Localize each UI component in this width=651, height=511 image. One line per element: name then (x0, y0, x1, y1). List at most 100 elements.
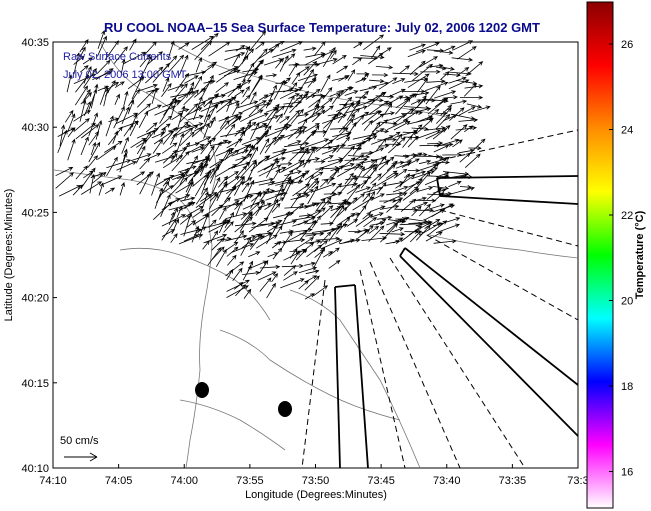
current-vector-arrow (287, 125, 303, 140)
current-vector-arrow (113, 106, 125, 129)
current-vector-arrow (292, 183, 311, 197)
scale-arrow (64, 452, 98, 462)
current-vector-arrow (67, 138, 76, 161)
current-vector-arrow (392, 71, 419, 76)
current-vector-arrow (271, 272, 279, 283)
current-vector-arrow (201, 74, 214, 98)
current-vector-arrow (409, 196, 427, 203)
current-vector-arrow (376, 172, 399, 187)
current-vector-arrow (264, 151, 286, 162)
current-vector-arrow (388, 136, 406, 154)
current-vector-arrow (386, 198, 402, 213)
current-vector-arrow (299, 219, 317, 240)
current-vector-arrow (242, 85, 250, 98)
current-vector-arrow (299, 129, 317, 148)
current-vector-arrow (336, 212, 356, 227)
current-vector-arrow (130, 153, 152, 162)
current-vector-arrow (234, 216, 254, 233)
current-vector-arrow (259, 137, 270, 155)
current-vector-arrow (179, 131, 195, 147)
current-vector-arrow (82, 57, 94, 65)
current-vector-arrow (338, 201, 352, 206)
current-vector-arrow (320, 205, 334, 218)
current-vector-arrow (216, 180, 228, 202)
current-vector-arrow (139, 55, 152, 80)
current-vector-arrow (178, 234, 204, 245)
current-vector-arrow (281, 175, 292, 195)
current-vector-arrow (159, 102, 173, 124)
current-vector-arrow (183, 205, 204, 218)
current-vector-arrow (284, 170, 302, 177)
current-vector-arrow (172, 207, 178, 220)
y-tick-label: 40:30 (21, 122, 49, 134)
current-vector-arrow (207, 145, 215, 156)
current-vector-arrow (114, 81, 125, 88)
current-vector-arrow (209, 162, 220, 184)
current-vector-arrow (280, 278, 305, 289)
current-vector-arrow (328, 222, 343, 242)
current-vector-arrow (241, 45, 251, 65)
current-vector-arrow (183, 181, 194, 201)
current-vector-arrow (226, 268, 234, 281)
current-vector-arrow (147, 51, 163, 65)
current-vector-arrow (259, 259, 269, 274)
current-vector-arrow (298, 68, 314, 92)
current-vector-arrow (435, 223, 460, 234)
current-vector-arrow (307, 185, 319, 205)
current-vector-arrow (303, 177, 319, 194)
current-vector-arrow (379, 204, 400, 210)
current-vector-arrow (217, 139, 228, 146)
current-vector-arrow (432, 192, 445, 203)
current-vector-arrow (271, 203, 281, 213)
current-vector-arrow (258, 164, 282, 177)
current-vector-arrow (255, 200, 265, 217)
current-vector-arrow (215, 164, 238, 178)
current-vector-arrow (340, 145, 356, 162)
current-vector-arrow (283, 94, 295, 115)
current-vector-arrow (283, 238, 306, 243)
current-vector-arrow (215, 67, 237, 83)
annotation-line-1: Raw Surface Currents (63, 51, 172, 63)
current-vector-arrow (346, 99, 361, 121)
current-vector-arrow (200, 100, 225, 112)
current-vector-arrow (313, 41, 326, 57)
current-vector-arrow (362, 164, 376, 178)
x-axis-ticks: 74:10 74:05 74:00 73:55 73:50 73:45 73:40 73:35… (39, 464, 589, 487)
current-vector-arrow (371, 72, 389, 78)
current-vector-arrow (330, 49, 337, 60)
current-vector-arrow (384, 103, 393, 115)
current-vector-arrow (136, 139, 148, 148)
current-vector-arrow (386, 191, 404, 196)
current-vector-arrow (312, 182, 337, 193)
current-vector-arrow (377, 137, 398, 142)
current-vector-arrow (176, 105, 186, 131)
current-vector-arrow (105, 115, 114, 137)
current-vector-arrow (328, 247, 340, 257)
current-vector-arrow (257, 48, 274, 60)
current-vector-arrow (298, 216, 316, 226)
current-vector-arrow (243, 288, 252, 299)
current-vector-arrow (227, 83, 242, 98)
current-vector-arrow (276, 113, 283, 123)
current-vector-arrow (250, 122, 260, 140)
current-vector-arrow (162, 155, 184, 169)
current-vector-arrow (88, 131, 100, 146)
current-vector-arrow (311, 180, 320, 189)
current-vector-arrow (96, 59, 111, 74)
current-vector-arrow (425, 231, 443, 242)
current-vector-arrow (226, 99, 232, 112)
current-vector-arrow (232, 243, 255, 253)
current-vector-arrow (224, 115, 242, 130)
current-vector-arrow (258, 180, 276, 186)
current-vector-arrow (322, 115, 336, 137)
current-vector-arrow (291, 71, 301, 85)
current-vector-arrow (183, 127, 194, 137)
current-vector-arrow (249, 91, 257, 105)
current-vector-arrow (305, 88, 321, 100)
current-vector-arrow (451, 57, 474, 62)
y-tick-label: 40:35 (21, 37, 49, 49)
current-vector-arrow (73, 52, 81, 75)
current-vector-arrow (432, 125, 451, 140)
current-vector-arrow (266, 282, 276, 299)
